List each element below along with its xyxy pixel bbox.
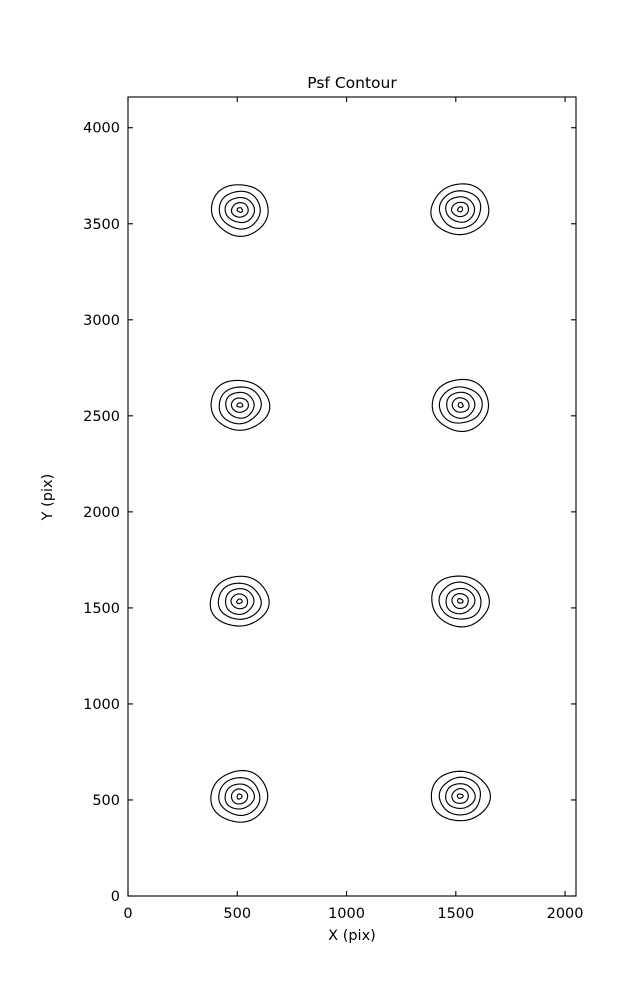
contour-ring bbox=[456, 206, 464, 213]
y-tick-label: 0 bbox=[111, 889, 120, 905]
contour-ring bbox=[431, 378, 490, 433]
contour-blob bbox=[430, 770, 492, 822]
contour-ring bbox=[451, 397, 470, 413]
contour-blob bbox=[209, 575, 270, 627]
contour-ring bbox=[218, 777, 261, 816]
contour-blob bbox=[431, 378, 490, 433]
contour-ring bbox=[236, 598, 243, 605]
contour-ring bbox=[446, 391, 476, 419]
y-tick-label: 2000 bbox=[83, 505, 120, 521]
y-tick-label: 1000 bbox=[83, 697, 120, 713]
contour-ring bbox=[456, 597, 464, 604]
contour-ring bbox=[225, 588, 255, 616]
contour-ring bbox=[230, 788, 249, 805]
contour-blob bbox=[210, 769, 269, 823]
plot-frame bbox=[127, 96, 577, 897]
y-tick-label: 500 bbox=[92, 793, 120, 809]
x-tick-label: 1000 bbox=[328, 906, 365, 922]
contour-ring bbox=[209, 575, 270, 627]
y-tick-label: 3500 bbox=[83, 217, 120, 233]
contour-ring bbox=[224, 783, 256, 810]
contour-blob bbox=[430, 183, 490, 236]
contour-ring bbox=[438, 190, 482, 229]
contour-ring bbox=[210, 769, 269, 823]
contour-ring bbox=[431, 575, 490, 628]
contour-blob bbox=[431, 575, 490, 628]
contour-ring bbox=[210, 184, 269, 237]
contour-ring bbox=[236, 793, 243, 800]
x-axis-ticks bbox=[127, 97, 566, 896]
y-tick-label: 3000 bbox=[83, 313, 120, 329]
y-axis-ticks bbox=[128, 127, 576, 897]
x-tick-label: 2000 bbox=[547, 906, 584, 922]
contour-ring bbox=[430, 183, 490, 236]
y-axis-ticklabels: 0 500 1000 1500 2000 2500 3000 3500 4000 bbox=[83, 121, 120, 905]
contour-ring bbox=[224, 196, 256, 224]
y-axis-label: Y (pix) bbox=[40, 474, 56, 522]
contour-ring bbox=[430, 770, 492, 822]
y-tick-label: 1500 bbox=[83, 601, 120, 617]
contour-ring bbox=[236, 402, 244, 408]
y-tick-label: 4000 bbox=[83, 121, 120, 137]
contour-ring bbox=[210, 379, 271, 431]
contour-ring bbox=[450, 201, 470, 218]
x-axis-label: X (pix) bbox=[328, 928, 376, 944]
x-tick-label: 0 bbox=[123, 906, 132, 922]
contour-blob bbox=[210, 184, 269, 237]
contour-ring bbox=[230, 202, 249, 218]
contour-ring bbox=[456, 793, 464, 799]
contour-ring bbox=[438, 776, 482, 816]
contour-ring bbox=[438, 581, 482, 620]
contour-ring bbox=[225, 391, 255, 419]
contour-blob bbox=[210, 379, 271, 431]
contour-ring bbox=[451, 787, 469, 804]
contour-ring bbox=[230, 397, 249, 413]
contour-ring bbox=[218, 386, 262, 425]
contour-ring bbox=[445, 196, 476, 223]
contour-group bbox=[209, 183, 492, 823]
contour-ring bbox=[457, 401, 464, 409]
contour-ring bbox=[445, 783, 476, 809]
contour-ring bbox=[236, 207, 244, 213]
contour-ring bbox=[217, 582, 262, 620]
x-tick-label: 1500 bbox=[437, 906, 474, 922]
chart-title: Psf Contour bbox=[307, 74, 397, 92]
contour-ring bbox=[451, 593, 469, 610]
contour-ring bbox=[218, 190, 261, 230]
y-tick-label: 2500 bbox=[83, 409, 120, 425]
x-axis-ticklabels: 0 500 1000 1500 2000 bbox=[123, 906, 583, 922]
contour-ring bbox=[438, 386, 483, 424]
contour-ring bbox=[445, 587, 476, 615]
x-tick-label: 500 bbox=[223, 906, 251, 922]
contour-ring bbox=[230, 593, 249, 610]
